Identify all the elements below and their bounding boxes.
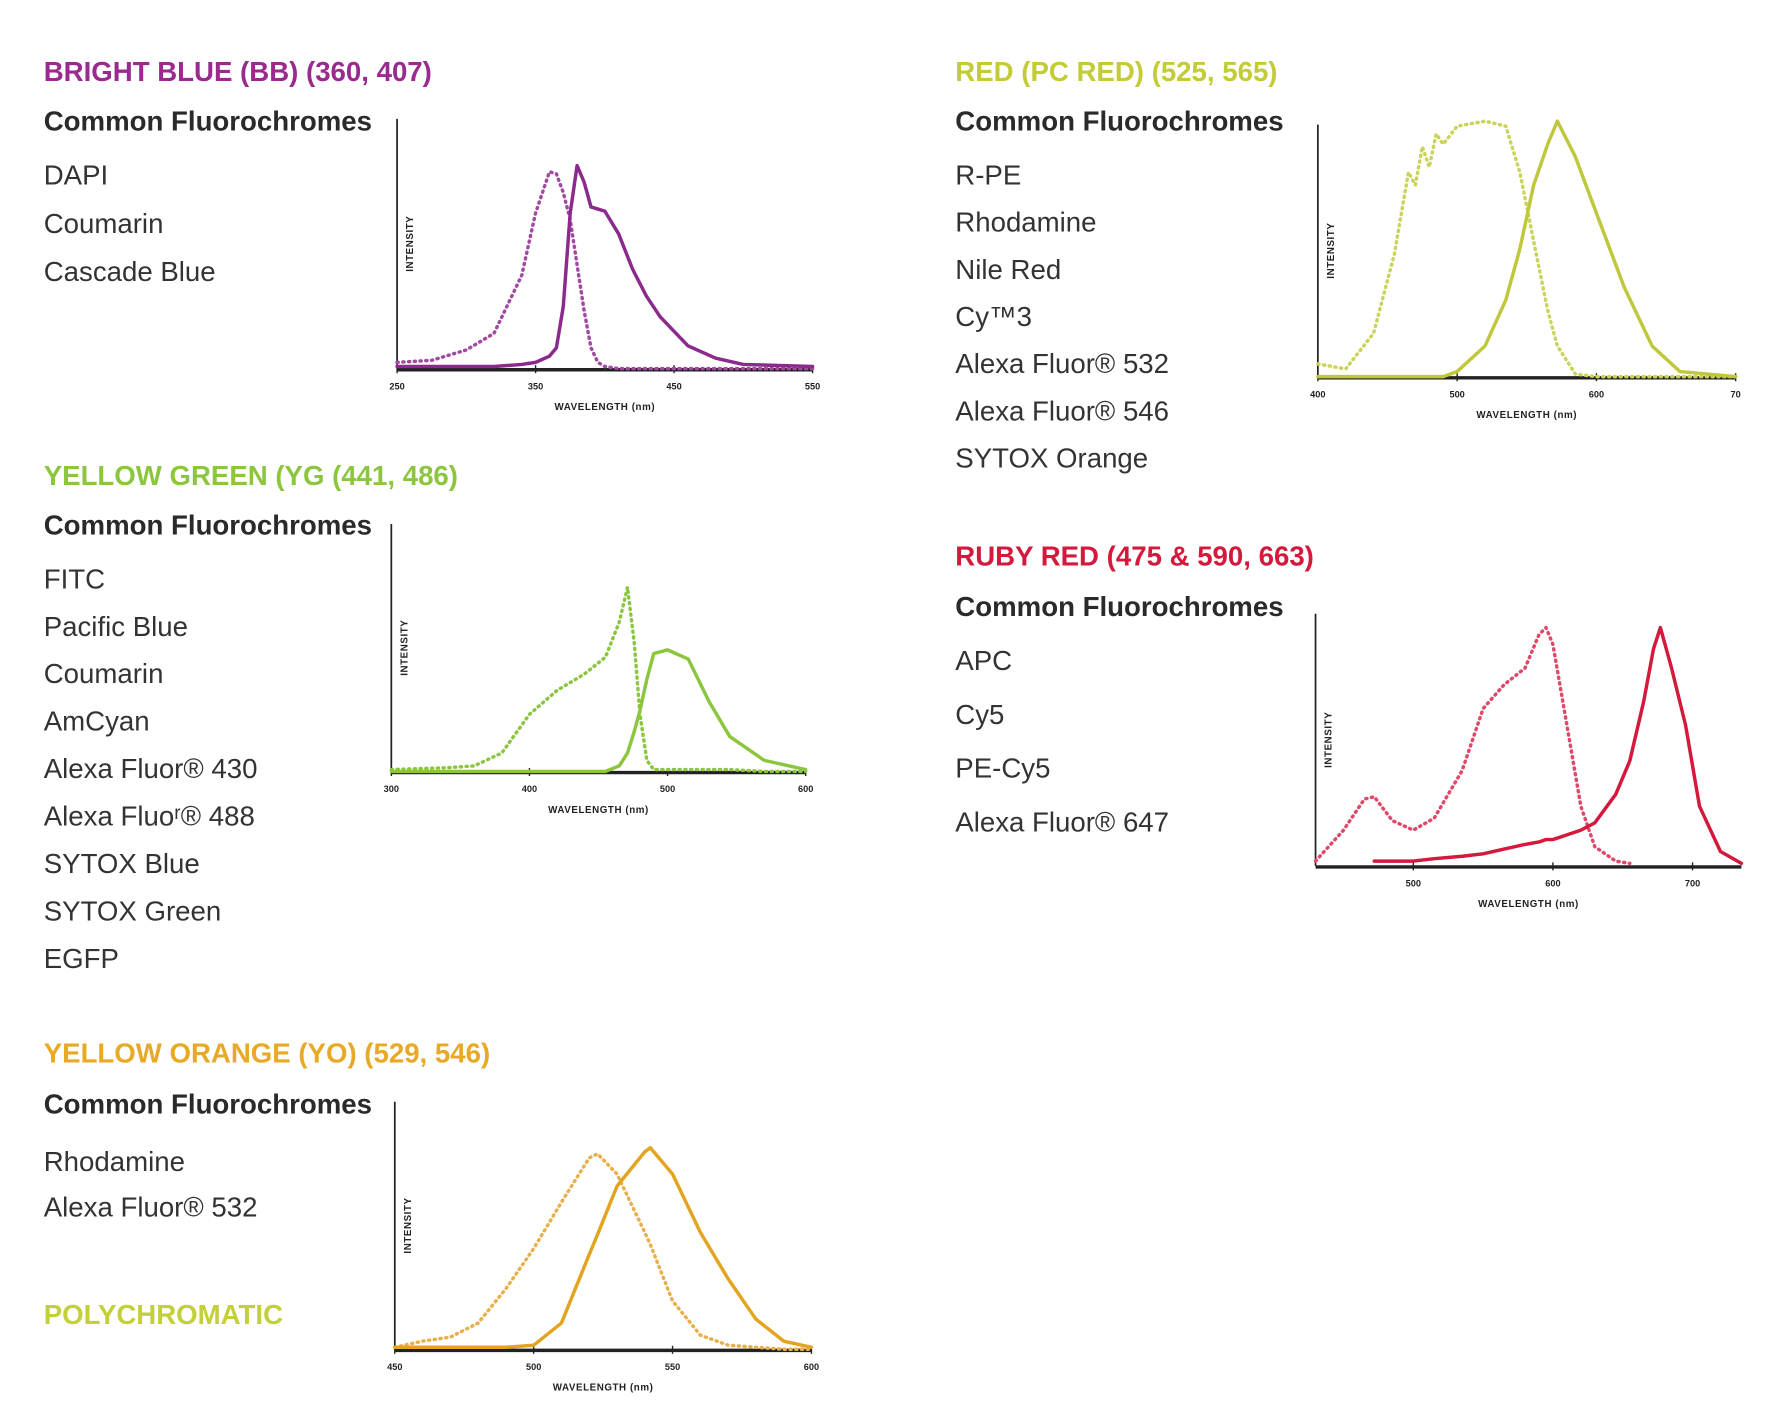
spectrum-chart: 300 400 500 600 WAVELENGTH (nm) INTENSITY bbox=[384, 523, 813, 816]
x-axis-label: WAVELENGTH (nm) bbox=[1478, 899, 1579, 910]
section-heading: Common Fluorochromes bbox=[44, 509, 372, 540]
spectrum-chart: 400 500 600 70 WAVELENGTH (nm) INTENSITY bbox=[1310, 119, 1741, 421]
emission-curve bbox=[389, 648, 808, 774]
x-tick-label: 700 bbox=[1685, 879, 1700, 889]
fluorochrome: EGFP bbox=[44, 943, 119, 974]
x-tick-label: 600 bbox=[804, 1362, 819, 1372]
x-axis-label: WAVELENGTH (nm) bbox=[553, 1383, 654, 1394]
x-axis-label: WAVELENGTH (nm) bbox=[1476, 410, 1577, 421]
emission-curve bbox=[1316, 119, 1738, 379]
x-tick-label: 400 bbox=[522, 784, 537, 794]
excitation-curve bbox=[395, 170, 815, 371]
x-tick-label: 600 bbox=[1545, 879, 1560, 889]
section-heading: Common Fluorochromes bbox=[44, 1088, 372, 1119]
y-axis-label: INTENSITY bbox=[405, 216, 416, 272]
spectrum-chart: 500 600 700 WAVELENGTH (nm) INTENSITY bbox=[1313, 613, 1744, 910]
fluorochrome: Alexa Fluor® 546 bbox=[955, 395, 1169, 426]
fluorochrome: Rhodamine bbox=[955, 207, 1096, 238]
excitation-curve bbox=[1316, 119, 1738, 379]
section-heading: Common Fluorochromes bbox=[44, 105, 372, 136]
spectrum-chart: 450 500 550 600 WAVELENGTH (nm) INTENSITY bbox=[387, 1101, 819, 1394]
section-title: YELLOW GREEN (YG (441, 486) bbox=[44, 460, 458, 491]
x-axis-label: WAVELENGTH (nm) bbox=[554, 402, 655, 413]
section-title: BRIGHT BLUE (BB) (360, 407) bbox=[44, 56, 432, 87]
section-title: YELLOW ORANGE (YO) (529, 546) bbox=[44, 1038, 490, 1069]
fluorochrome: PE-Cy5 bbox=[955, 753, 1050, 784]
fluorochrome: Rhodamine bbox=[44, 1146, 185, 1177]
fluorochrome: SYTOX Green bbox=[44, 895, 222, 926]
emission-curve bbox=[395, 163, 815, 369]
x-tick-label: 450 bbox=[387, 1362, 402, 1372]
fluorochrome: FITC bbox=[44, 563, 105, 594]
x-tick-label: 550 bbox=[665, 1362, 680, 1372]
fluorochrome: Alexa Fluor® 532 bbox=[44, 1191, 258, 1222]
fluorochrome: Cascade Blue bbox=[44, 256, 216, 287]
y-axis-label: INTENSITY bbox=[1326, 223, 1337, 279]
fluorochrome: Alexa Fluor® 532 bbox=[955, 348, 1169, 379]
fluorochrome: Coumarin bbox=[44, 208, 164, 239]
excitation-curve bbox=[1313, 625, 1632, 866]
fluorochrome: Alexa Fluor® 430 bbox=[44, 753, 258, 784]
x-tick-label: 70 bbox=[1731, 389, 1741, 399]
fluorochrome: SYTOX Orange bbox=[955, 443, 1148, 474]
fluorochrome: Pacific Blue bbox=[44, 611, 188, 642]
excitation-curve bbox=[393, 1152, 814, 1351]
section-heading: Common Fluorochromes bbox=[955, 591, 1283, 622]
fluorochrome: R-PE bbox=[955, 159, 1021, 190]
fluorochrome: Cy™3 bbox=[955, 301, 1032, 332]
fluorochrome: DAPI bbox=[44, 159, 108, 190]
x-tick-label: 450 bbox=[666, 381, 681, 391]
emission-curve bbox=[393, 1146, 814, 1349]
x-tick-label: 500 bbox=[660, 784, 675, 794]
y-axis-label: INTENSITY bbox=[403, 1197, 414, 1253]
y-axis-label: INTENSITY bbox=[399, 620, 410, 676]
fluorochrome: SYTOX Blue bbox=[44, 848, 200, 879]
x-tick-label: 500 bbox=[526, 1362, 541, 1372]
y-axis-label: INTENSITY bbox=[1324, 712, 1335, 768]
section-title: RUBY RED (475 & 590, 663) bbox=[955, 540, 1314, 571]
x-tick-label: 250 bbox=[389, 381, 404, 391]
polychromatic-label: POLYCHROMATIC bbox=[44, 1299, 283, 1330]
fluorochrome: APC bbox=[955, 645, 1012, 676]
fluorochrome: Nile Red bbox=[955, 254, 1061, 285]
fluorochrome: Coumarin bbox=[44, 658, 164, 689]
x-tick-label: 600 bbox=[798, 784, 813, 794]
section-title: RED (PC RED) (525, 565) bbox=[955, 56, 1277, 87]
emission-curve bbox=[1372, 625, 1744, 866]
x-tick-label: 600 bbox=[1589, 389, 1604, 399]
x-tick-label: 350 bbox=[528, 381, 543, 391]
x-tick-label: 500 bbox=[1449, 389, 1464, 399]
excitation-curve bbox=[389, 585, 808, 774]
x-tick-label: 400 bbox=[1310, 389, 1325, 399]
fluorochrome: AmCyan bbox=[44, 706, 150, 737]
x-tick-label: 300 bbox=[384, 784, 399, 794]
x-tick-label: 500 bbox=[1406, 879, 1421, 889]
fluorochrome: Cy5 bbox=[955, 699, 1004, 730]
section-heading: Common Fluorochromes bbox=[955, 105, 1283, 136]
x-axis-label: WAVELENGTH (nm) bbox=[548, 805, 649, 816]
fluorochrome: Alexa Fluoʳ® 488 bbox=[44, 801, 255, 832]
spectrum-chart: 250 350 450 550 WAVELENGTH (nm) INTENSITY bbox=[389, 118, 820, 413]
x-tick-label: 550 bbox=[805, 381, 820, 391]
fluorochrome: Alexa Fluor® 647 bbox=[955, 806, 1169, 837]
